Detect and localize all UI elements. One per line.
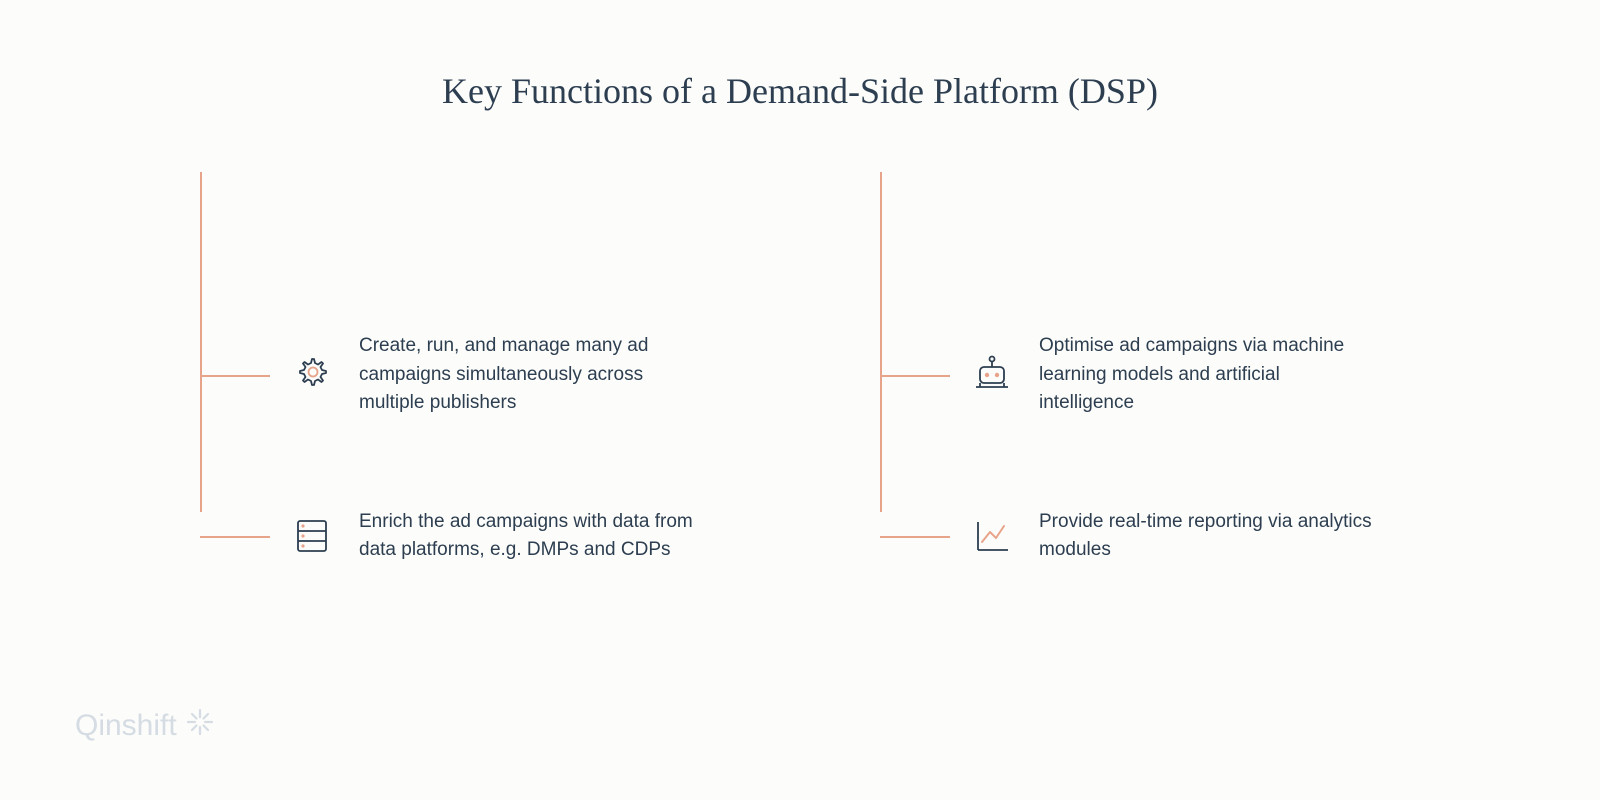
database-icon <box>290 514 334 558</box>
function-text: Enrich the ad campaigns with data from d… <box>359 508 699 565</box>
column-right: Optimise ad campaigns via machine learni… <box>880 172 1400 565</box>
horizontal-connector <box>200 536 270 538</box>
chart-icon <box>970 514 1014 558</box>
column-left: Create, run, and manage many ad campaign… <box>200 172 720 565</box>
horizontal-connector <box>880 536 950 538</box>
horizontal-connector <box>880 375 950 377</box>
function-text: Create, run, and manage many ad campaign… <box>359 332 699 418</box>
function-item: Enrich the ad campaigns with data from d… <box>200 508 720 565</box>
horizontal-connector <box>200 375 270 377</box>
robot-icon <box>970 353 1014 397</box>
brand-logo: Qinshift <box>75 707 215 745</box>
spark-icon <box>185 707 215 745</box>
function-text: Provide real-time reporting via analytic… <box>1039 508 1379 565</box>
diagram-columns: Create, run, and manage many ad campaign… <box>0 172 1600 565</box>
function-item: Create, run, and manage many ad campaign… <box>200 332 720 418</box>
gear-icon <box>290 353 334 397</box>
function-text: Optimise ad campaigns via machine learni… <box>1039 332 1379 418</box>
function-item: Provide real-time reporting via analytic… <box>880 508 1400 565</box>
page-title: Key Functions of a Demand-Side Platform … <box>0 0 1600 112</box>
function-item: Optimise ad campaigns via machine learni… <box>880 332 1400 418</box>
brand-text: Qinshift <box>75 709 177 743</box>
